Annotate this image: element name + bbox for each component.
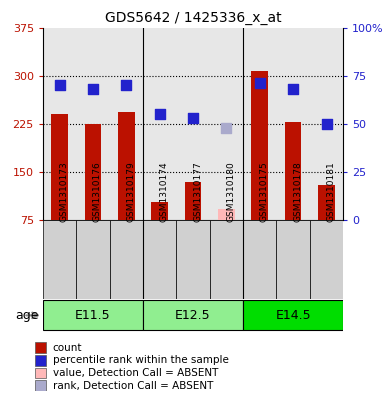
Text: count: count (53, 343, 82, 353)
Title: GDS5642 / 1425336_x_at: GDS5642 / 1425336_x_at (105, 11, 281, 25)
Bar (34, 342, 46, 353)
Text: GSM1310180: GSM1310180 (227, 162, 236, 222)
Point (156, 111, 163, 117)
Text: percentile rank within the sample: percentile rank within the sample (53, 355, 229, 365)
Point (290, 86, 296, 92)
Bar (277, 28, 310, 220)
Text: GSM1310181: GSM1310181 (326, 162, 335, 222)
Bar (176, 220, 210, 299)
Bar (143, 300, 243, 331)
Bar (218, 209, 235, 220)
Text: GSM1310174: GSM1310174 (160, 162, 169, 222)
Bar (51, 114, 68, 220)
Bar (243, 220, 277, 299)
Bar (143, 220, 176, 299)
Point (190, 115, 196, 121)
Bar (143, 28, 176, 220)
Bar (243, 300, 343, 331)
Bar (210, 28, 243, 220)
Bar (76, 28, 110, 220)
Text: GSM1310178: GSM1310178 (293, 162, 302, 222)
Text: E14.5: E14.5 (275, 309, 311, 322)
Bar (34, 368, 46, 378)
Bar (34, 380, 46, 391)
Bar (310, 220, 343, 299)
Bar (85, 124, 101, 220)
Bar (34, 355, 46, 365)
Point (323, 121, 330, 127)
Bar (110, 220, 143, 299)
Point (123, 82, 129, 88)
Bar (277, 220, 310, 299)
Text: GSM1310173: GSM1310173 (60, 162, 69, 222)
Text: GSM1310179: GSM1310179 (126, 162, 135, 222)
Text: rank, Detection Call = ABSENT: rank, Detection Call = ABSENT (53, 381, 213, 391)
Bar (118, 112, 135, 220)
Text: GSM1310177: GSM1310177 (193, 162, 202, 222)
Bar (76, 220, 110, 299)
Bar (43, 220, 76, 299)
Bar (310, 28, 343, 220)
Bar (43, 28, 76, 220)
Text: age: age (16, 309, 39, 322)
Bar (318, 185, 335, 220)
Bar (243, 28, 277, 220)
Text: GSM1310176: GSM1310176 (93, 162, 102, 222)
Point (223, 125, 230, 131)
Bar (110, 28, 143, 220)
Text: E12.5: E12.5 (175, 309, 211, 322)
Bar (151, 202, 168, 220)
Point (90, 86, 96, 92)
Bar (252, 71, 268, 220)
Bar (285, 122, 301, 220)
Bar (43, 300, 143, 331)
Point (257, 80, 263, 86)
Text: E11.5: E11.5 (75, 309, 111, 322)
Text: value, Detection Call = ABSENT: value, Detection Call = ABSENT (53, 368, 218, 378)
Point (57, 82, 63, 88)
Bar (210, 220, 243, 299)
Bar (185, 182, 201, 220)
Text: GSM1310175: GSM1310175 (260, 162, 269, 222)
Bar (176, 28, 210, 220)
